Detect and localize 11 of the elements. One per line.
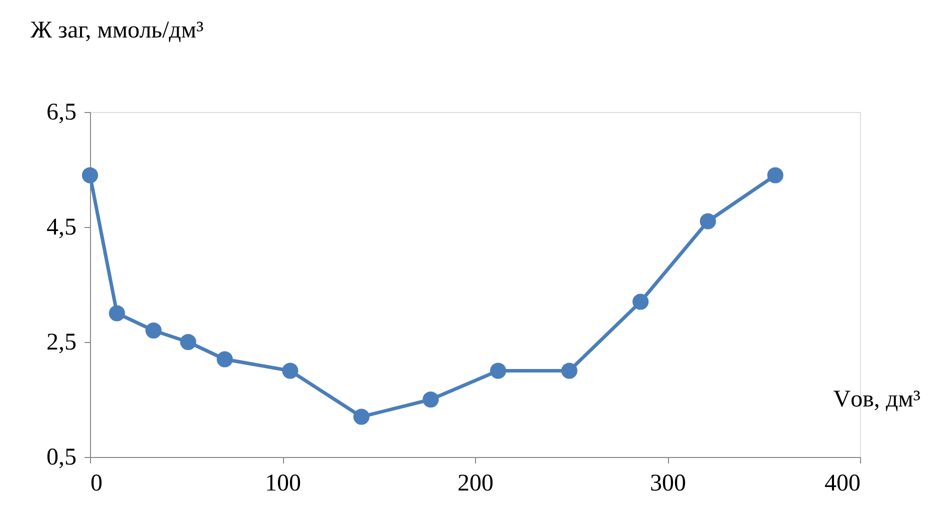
x-tick-label: 400 [824,470,860,496]
y-axis-title: Ж заг, ммоль/дм³ [30,18,204,44]
y-tick-label: 2,5 [46,330,76,356]
x-tick-label: 300 [650,470,686,496]
x-tick-label: 100 [265,470,301,496]
x-axis-title: Vов, дм³ [833,386,920,412]
y-tick-label: 0,5 [46,444,76,470]
y-tick-label: 6,5 [46,100,76,126]
y-tick-label: 4,5 [46,214,76,240]
x-tick-label: 200 [458,470,494,496]
x-tick-label: 0 [90,470,102,496]
